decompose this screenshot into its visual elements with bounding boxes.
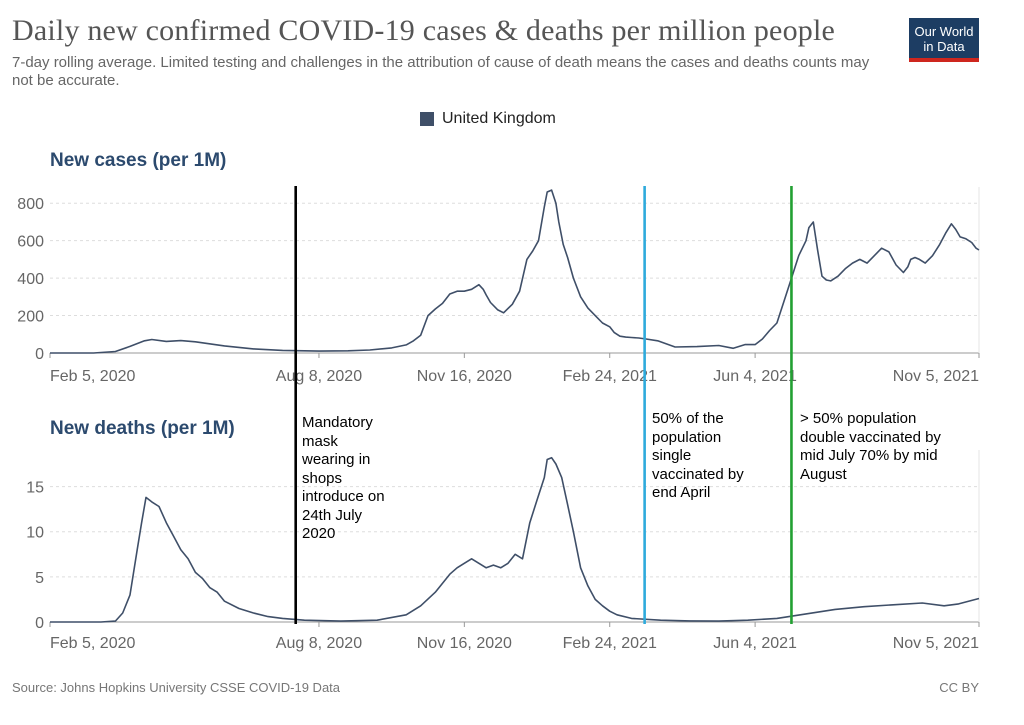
series-line-1 xyxy=(50,456,980,623)
x-tick-label-0-4: Jun 4, 2021 xyxy=(713,368,797,385)
legend[interactable]: United Kingdom xyxy=(420,109,556,129)
y-tick-label-0-1: 200 xyxy=(17,309,44,326)
x-tick-label-0-2: Nov 16, 2020 xyxy=(417,368,512,385)
series-line-0 xyxy=(50,189,980,354)
y-tick-label-1-1: 5 xyxy=(35,570,44,587)
y-tick-label-0-0: 0 xyxy=(35,346,44,363)
annotation-single-vaccinated: 50% of the population single vaccinated … xyxy=(652,410,744,501)
y-tick-label-0-4: 800 xyxy=(17,196,44,213)
x-tick-label-1-5: Nov 5, 2021 xyxy=(893,635,979,652)
panel-title-0: New cases (per 1M) xyxy=(50,150,226,171)
x-tick-label-1-0: Feb 5, 2020 xyxy=(50,635,136,652)
x-tick-label-0-0: Feb 5, 2020 xyxy=(50,368,136,385)
x-tick-label-1-4: Jun 4, 2021 xyxy=(713,635,797,652)
license-link[interactable]: CC BY xyxy=(939,680,979,695)
source-note: Source: Johns Hopkins University CSSE CO… xyxy=(12,680,341,695)
y-tick-label-0-2: 400 xyxy=(17,271,44,288)
legend-label: United Kingdom xyxy=(442,110,556,127)
annotation-mask: Mandatory mask wearing in shops introduc… xyxy=(302,414,385,542)
x-tick-label-0-5: Nov 5, 2021 xyxy=(893,368,979,385)
annotation-double-vaccinated: > 50% population double vaccinated by mi… xyxy=(800,410,941,483)
logo-line-1: Our World xyxy=(914,24,974,39)
x-tick-label-0-1: Aug 8, 2020 xyxy=(276,368,362,385)
y-tick-label-1-3: 15 xyxy=(26,480,44,497)
x-tick-label-0-3: Feb 24, 2021 xyxy=(563,368,657,385)
panel-title-1: New deaths (per 1M) xyxy=(50,418,235,439)
chart-title: Daily new confirmed COVID-19 cases & dea… xyxy=(12,14,836,47)
x-tick-label-1-1: Aug 8, 2020 xyxy=(276,635,362,652)
logo-line-2: in Data xyxy=(923,39,965,54)
legend-swatch xyxy=(420,112,434,126)
y-tick-label-0-3: 600 xyxy=(17,234,44,251)
y-tick-label-1-0: 0 xyxy=(35,615,44,632)
chart-subtitle: 7-day rolling average. Limited testing a… xyxy=(12,54,870,89)
y-tick-label-1-2: 10 xyxy=(26,525,44,542)
x-tick-label-1-2: Nov 16, 2020 xyxy=(417,635,512,652)
logo-accent-bar xyxy=(909,58,979,62)
owid-logo[interactable]: Our World in Data xyxy=(909,18,979,62)
x-tick-label-1-3: Feb 24, 2021 xyxy=(563,635,657,652)
